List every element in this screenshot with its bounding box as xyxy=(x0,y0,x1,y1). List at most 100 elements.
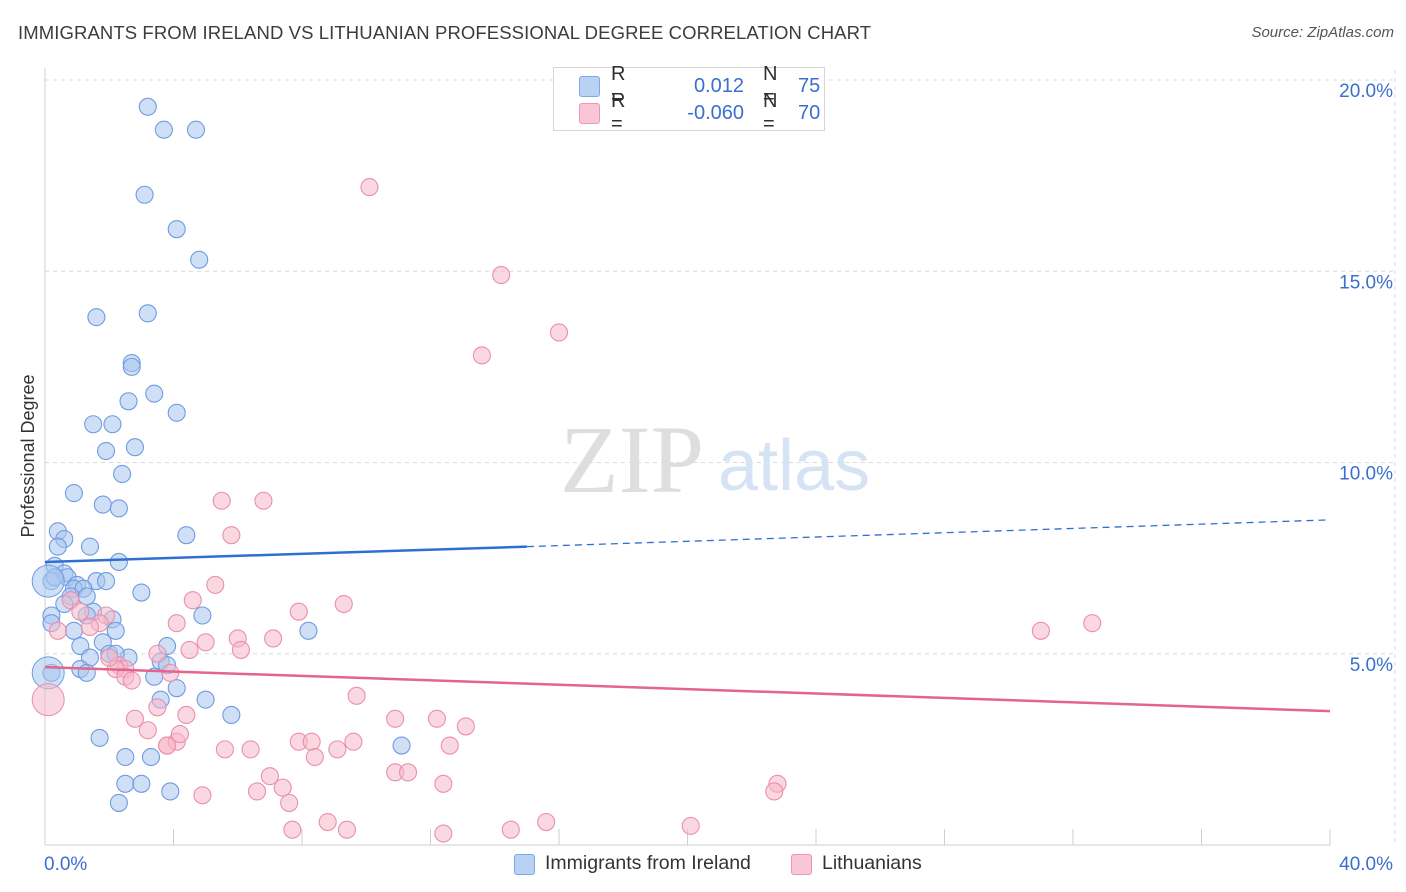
data-point xyxy=(180,640,199,659)
legend-n-value: 75 xyxy=(798,74,821,97)
data-points xyxy=(31,97,1102,843)
data-point xyxy=(434,824,453,843)
data-point xyxy=(472,346,491,365)
data-point xyxy=(161,782,180,801)
data-point xyxy=(145,384,164,403)
data-point xyxy=(148,644,167,663)
data-point xyxy=(122,671,141,690)
data-point xyxy=(190,250,209,269)
data-point xyxy=(492,266,511,285)
data-point xyxy=(456,717,475,736)
data-point xyxy=(138,97,157,116)
source-label: Source: ZipAtlas.com xyxy=(1251,24,1394,41)
data-point xyxy=(337,820,357,839)
data-point xyxy=(440,736,459,755)
watermark: ZIP atlas xyxy=(560,406,870,513)
data-point xyxy=(132,774,151,793)
bottom-legend-swatch-blue xyxy=(514,854,535,875)
data-point xyxy=(138,721,157,740)
data-point xyxy=(167,679,186,698)
data-point xyxy=(193,786,212,805)
data-point xyxy=(87,308,106,327)
data-point xyxy=(392,736,411,755)
bottom-legend-label: Immigrants from Ireland xyxy=(545,852,751,874)
data-point xyxy=(77,587,96,606)
bottom-legend-swatch-pink xyxy=(791,854,812,875)
data-point-large xyxy=(31,683,65,717)
data-point xyxy=(231,640,251,659)
data-point xyxy=(222,705,241,725)
x-tick-label: 40.0% xyxy=(1339,854,1393,875)
data-point xyxy=(222,526,241,545)
data-point xyxy=(119,392,138,411)
data-point xyxy=(212,491,231,510)
data-point xyxy=(334,594,353,614)
y-tick-label: 5.0% xyxy=(1350,655,1393,676)
data-point xyxy=(427,709,446,728)
legend-r-label: R = xyxy=(611,90,626,135)
legend-n-label: N = xyxy=(763,63,778,108)
data-point xyxy=(318,812,337,832)
trend-lines xyxy=(44,519,1331,713)
data-point xyxy=(167,220,186,239)
data-point xyxy=(116,774,135,793)
data-point xyxy=(158,736,177,755)
y-axis-label: Professional Degree xyxy=(18,374,38,537)
data-point xyxy=(135,185,154,204)
data-point xyxy=(116,747,135,767)
data-point xyxy=(177,705,196,725)
data-point xyxy=(260,767,279,786)
data-point xyxy=(80,537,100,556)
legend-n-label: N = xyxy=(763,90,778,135)
data-point xyxy=(302,732,321,751)
data-point xyxy=(501,820,520,839)
data-point xyxy=(106,621,125,640)
data-point xyxy=(96,441,116,461)
data-point xyxy=(64,484,83,503)
data-point xyxy=(125,438,144,457)
data-point xyxy=(196,633,215,652)
data-point xyxy=(344,732,363,751)
trend-line-ireland-extrapolated xyxy=(526,519,1331,548)
y-tick-label: 15.0% xyxy=(1339,272,1393,293)
data-point xyxy=(138,304,157,323)
legend-r-value: 0.012 xyxy=(693,74,744,97)
data-point xyxy=(347,686,366,705)
data-point xyxy=(360,178,379,197)
legend-swatch-blue xyxy=(579,76,600,97)
data-point xyxy=(765,782,784,801)
data-point xyxy=(241,740,260,759)
watermark-zip: ZIP xyxy=(560,406,704,513)
data-point xyxy=(64,621,83,640)
y-tick-label: 10.0% xyxy=(1339,464,1393,485)
data-point xyxy=(186,120,206,139)
data-point xyxy=(109,499,128,518)
data-point xyxy=(193,606,212,625)
data-point xyxy=(305,747,324,767)
data-point xyxy=(122,357,141,376)
data-point xyxy=(299,621,318,640)
data-point xyxy=(280,793,299,812)
watermark-atlas: atlas xyxy=(718,426,870,506)
data-point xyxy=(537,812,556,832)
data-point xyxy=(103,415,122,434)
data-point xyxy=(273,778,292,797)
chart-title: IMMIGRANTS FROM IRELAND VS LITHUANIAN PR… xyxy=(18,22,872,43)
data-point xyxy=(167,403,186,422)
data-point xyxy=(264,629,283,648)
data-point xyxy=(177,526,196,545)
data-point xyxy=(283,820,302,839)
data-point xyxy=(90,728,109,747)
data-point xyxy=(71,602,90,621)
data-point xyxy=(398,763,418,782)
data-point xyxy=(183,591,202,610)
data-point xyxy=(1031,621,1050,640)
data-point xyxy=(434,774,453,793)
data-point xyxy=(93,495,112,514)
data-point xyxy=(196,690,215,709)
data-point xyxy=(1083,614,1102,633)
data-point xyxy=(96,572,116,591)
data-point xyxy=(247,782,267,801)
data-point xyxy=(109,793,128,812)
data-point xyxy=(48,537,67,556)
